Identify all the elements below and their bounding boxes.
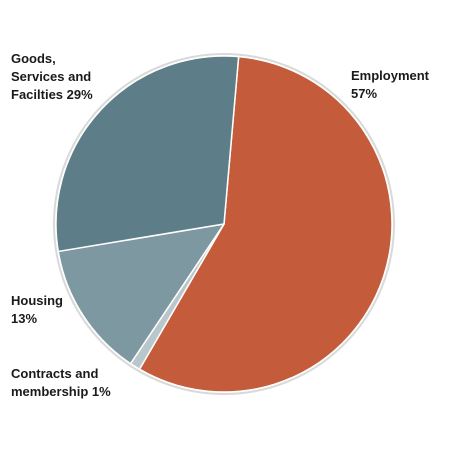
pie-slice-housing xyxy=(57,223,225,365)
slice-label-goods-services-facilities: Goods, Services and Facilties 29% xyxy=(11,51,93,102)
slice-label-contracts-and-membership: Contracts and membership 1% xyxy=(11,366,111,399)
pie-slice-employment xyxy=(138,55,393,393)
slice-label-housing: Housing 13% xyxy=(11,293,63,326)
pie-slices xyxy=(55,55,393,393)
pie-outline xyxy=(53,53,395,395)
pie-slice-goods-services-and-facilties xyxy=(55,55,240,253)
slice-label-employment: Employment 57% xyxy=(351,68,430,101)
